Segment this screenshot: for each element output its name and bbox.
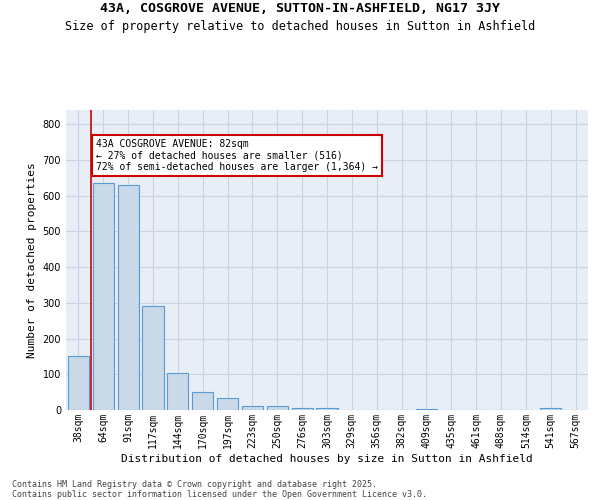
Bar (118, 185, 139, 410)
Bar (416, 409, 437, 410)
Bar (267, 406, 288, 410)
Bar (242, 406, 263, 410)
Bar (316, 408, 338, 410)
Bar (292, 408, 313, 410)
X-axis label: Distribution of detached houses by size in Sutton in Ashfield: Distribution of detached houses by size … (121, 454, 533, 464)
Bar (68, 356, 89, 410)
Text: Size of property relative to detached houses in Sutton in Ashfield: Size of property relative to detached ho… (65, 20, 535, 33)
Y-axis label: Number of detached properties: Number of detached properties (27, 162, 37, 358)
Text: 43A COSGROVE AVENUE: 82sqm
← 27% of detached houses are smaller (516)
72% of sem: 43A COSGROVE AVENUE: 82sqm ← 27% of deta… (96, 138, 378, 172)
Bar (167, 372, 188, 410)
Bar (217, 398, 238, 410)
Text: Contains HM Land Registry data © Crown copyright and database right 2025.
Contai: Contains HM Land Registry data © Crown c… (12, 480, 427, 499)
Bar (93, 183, 114, 410)
Bar (192, 392, 213, 410)
Text: 43A, COSGROVE AVENUE, SUTTON-IN-ASHFIELD, NG17 3JY: 43A, COSGROVE AVENUE, SUTTON-IN-ASHFIELD… (100, 2, 500, 16)
Bar (540, 408, 561, 410)
Bar (142, 306, 164, 410)
